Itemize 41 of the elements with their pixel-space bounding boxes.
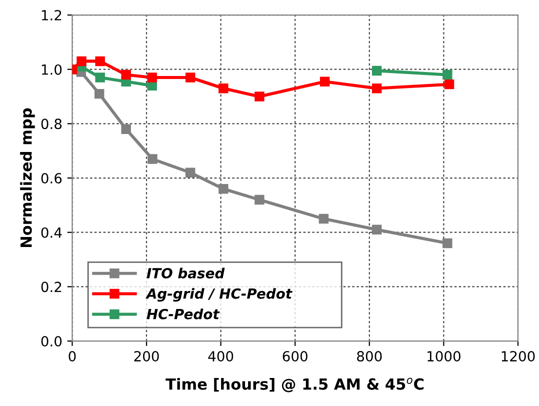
legend-label: ITO based: [146, 268, 225, 278]
point: [320, 76, 330, 86]
legend-label: HC-Pedot: [146, 308, 220, 320]
point: [442, 238, 452, 248]
x-tick-label: 800: [357, 351, 382, 362]
y-tick-label: 0.2: [41, 282, 62, 292]
point: [148, 154, 158, 164]
x-axis-title: Time [hours] @ 1.5 AM & 45$^{o}$C: [166, 378, 424, 392]
point: [121, 124, 131, 134]
y-axis-title: Normalized mpp: [20, 108, 35, 248]
x-tick-label: 200: [134, 351, 159, 362]
x-tick-label: 1200: [502, 351, 535, 362]
point: [254, 92, 264, 102]
point: [372, 66, 382, 76]
point: [254, 194, 264, 205]
x-tick-label: 1000: [428, 351, 460, 362]
y-tick-label: 1.2: [42, 10, 62, 20]
point: [372, 224, 382, 235]
point: [372, 84, 382, 94]
y-tick-label: 0.8: [41, 118, 62, 130]
point: [95, 56, 105, 66]
x-tick-label: 0: [68, 351, 76, 362]
point: [442, 70, 452, 80]
point: [185, 72, 196, 82]
point: [318, 214, 329, 224]
y-tick-label: 0.6: [41, 173, 62, 184]
x-tick-label: 600: [282, 351, 308, 362]
point: [121, 70, 131, 80]
point: [185, 168, 196, 178]
point: [218, 84, 228, 94]
point: [94, 88, 104, 99]
y-tick-label: 0.0: [41, 336, 62, 347]
y-tick-label: 1.0: [42, 64, 62, 75]
point: [76, 56, 86, 66]
point: [218, 184, 228, 194]
point: [147, 72, 157, 82]
point: [444, 79, 454, 90]
legend-label: Ag-grid / HC-Pedot: [146, 288, 292, 302]
point: [95, 72, 105, 82]
x-tick-label: 400: [208, 351, 234, 362]
y-tick-label: 0.4: [41, 227, 62, 238]
